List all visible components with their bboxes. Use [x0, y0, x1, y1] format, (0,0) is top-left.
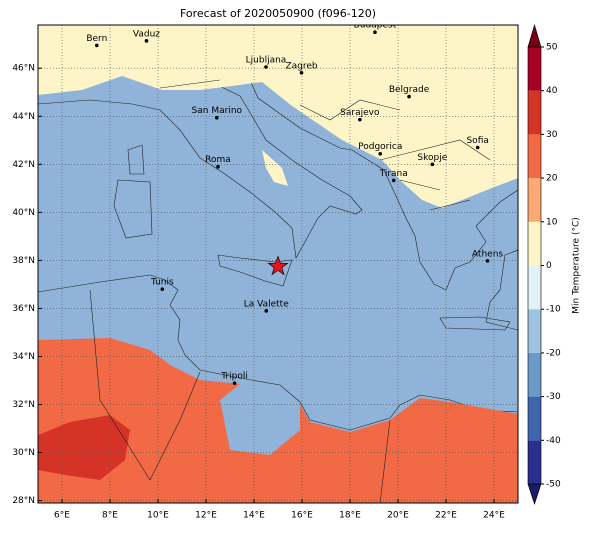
y-tick-label: 34°N: [12, 352, 35, 362]
y-tick-label: 36°N: [12, 304, 35, 314]
colorbar-level: [528, 90, 541, 135]
colorbar-level: [528, 309, 541, 353]
y-tick-label: 42°N: [12, 160, 35, 170]
city-dot: [216, 164, 220, 169]
colorbar-tick-label: -40: [546, 436, 561, 446]
colorbar-tick-label: -50: [546, 480, 561, 490]
city-label: Tirana: [379, 169, 408, 179]
city-dot: [475, 145, 480, 150]
sicily: [217, 254, 293, 287]
colorbar-level: [528, 352, 541, 397]
italy-interior: [262, 150, 288, 186]
colorbar-tick-label: 10: [546, 217, 558, 227]
city-dot: [373, 30, 377, 35]
city-label: Zagreb: [285, 61, 317, 71]
colorbar-tick-label: 40: [546, 86, 558, 96]
colorbar-level: [528, 221, 541, 266]
city-dot: [264, 65, 268, 69]
city-label: Budapest: [354, 21, 397, 31]
city-dot: [215, 115, 219, 120]
x-tick-label: 14°E: [243, 511, 265, 521]
colorbar-tick-label: 50: [546, 43, 558, 53]
title: Forecast of 2020050900 (f096-120): [180, 7, 376, 20]
city-dot: [378, 151, 383, 156]
event-marker: [267, 255, 289, 276]
city-dot: [299, 71, 304, 75]
corsica: [127, 144, 145, 175]
city-label: Tripoli: [220, 372, 248, 382]
y-tick-label: 30°N: [12, 448, 35, 458]
y-tick-label: 32°N: [12, 400, 35, 410]
colorbar-under: [527, 483, 542, 505]
colorbar-tick-label: 0: [546, 261, 552, 271]
city-label: San Marino: [192, 106, 243, 116]
city-label: Tunis: [150, 278, 174, 288]
colorbar-tick-label: -10: [546, 305, 561, 315]
city-label: Sofia: [466, 136, 488, 146]
city-label: Athens: [472, 249, 503, 259]
sardinia: [113, 179, 153, 239]
city-dot: [144, 39, 149, 43]
x-tick-label: 8°E: [102, 511, 118, 521]
x-tick-label: 12°E: [195, 511, 217, 521]
city-dot: [160, 287, 165, 292]
x-tick-label: 16°E: [291, 511, 313, 521]
colorbar-level: [528, 47, 541, 91]
x-tick-label: 20°E: [387, 511, 409, 521]
colorbar-level: [528, 178, 541, 222]
x-tick-label: 18°E: [339, 511, 361, 521]
city-label: La Valette: [244, 299, 289, 309]
y-tick-label: 44°N: [12, 112, 35, 122]
city-label: Belgrade: [389, 85, 430, 95]
colorbar-over: [527, 23, 542, 48]
x-tick-label: 22°E: [435, 511, 457, 521]
colorbar-tick-label: 30: [546, 130, 558, 140]
x-tick-label: 6°E: [54, 511, 70, 521]
city-dot: [264, 309, 269, 313]
graticule: [38, 25, 518, 503]
city-dot: [391, 178, 396, 183]
city-dot: [358, 117, 362, 122]
colorbar: -50 -40 -30 -20 -10 0 10 20 30 40 50 Min Temperatur…: [527, 23, 582, 505]
colorbar-tick-label: -20: [546, 348, 561, 358]
colorbar-tick-label: 20: [546, 174, 558, 184]
axes: 6°E 8°E 10°E 12°E 14°E 16°E 18°E 20°E 22°E 24°E 28…: [12, 64, 505, 521]
x-tick-label: 24°E: [483, 511, 505, 521]
crete: [439, 316, 511, 331]
city-label: Sarajevo: [340, 108, 380, 118]
europe-land: [38, 25, 518, 291]
border-lines: [89, 79, 491, 503]
colorbar-level: [528, 265, 541, 310]
africa-hot: [38, 415, 130, 480]
colorbar-level: [528, 396, 541, 441]
colorbar-tick-label: -30: [546, 392, 561, 402]
y-tick-label: 28°N: [12, 496, 35, 506]
turkey: [485, 249, 518, 331]
colorbar-level: [528, 440, 541, 484]
city-label: Skopje: [417, 153, 447, 163]
city-label: Roma: [205, 155, 231, 165]
city-dot: [232, 381, 237, 385]
colorbar-label: Min Temperature (°C): [572, 217, 582, 314]
city-label: Bern: [86, 34, 107, 44]
y-tick-label: 46°N: [12, 64, 35, 74]
city-label: Ljubljana: [246, 56, 287, 66]
y-tick-label: 40°N: [12, 208, 35, 218]
city-label: Podgorica: [358, 142, 402, 152]
map-frame: [37, 24, 519, 504]
city-dot: [95, 43, 99, 48]
city-dot: [407, 94, 411, 99]
city-label: Vaduz: [133, 29, 160, 39]
city-dot: [430, 162, 435, 167]
city-dot: [485, 259, 490, 263]
x-tick-label: 10°E: [147, 511, 169, 521]
colorbar-level: [528, 134, 541, 179]
y-tick-label: 38°N: [12, 256, 35, 266]
